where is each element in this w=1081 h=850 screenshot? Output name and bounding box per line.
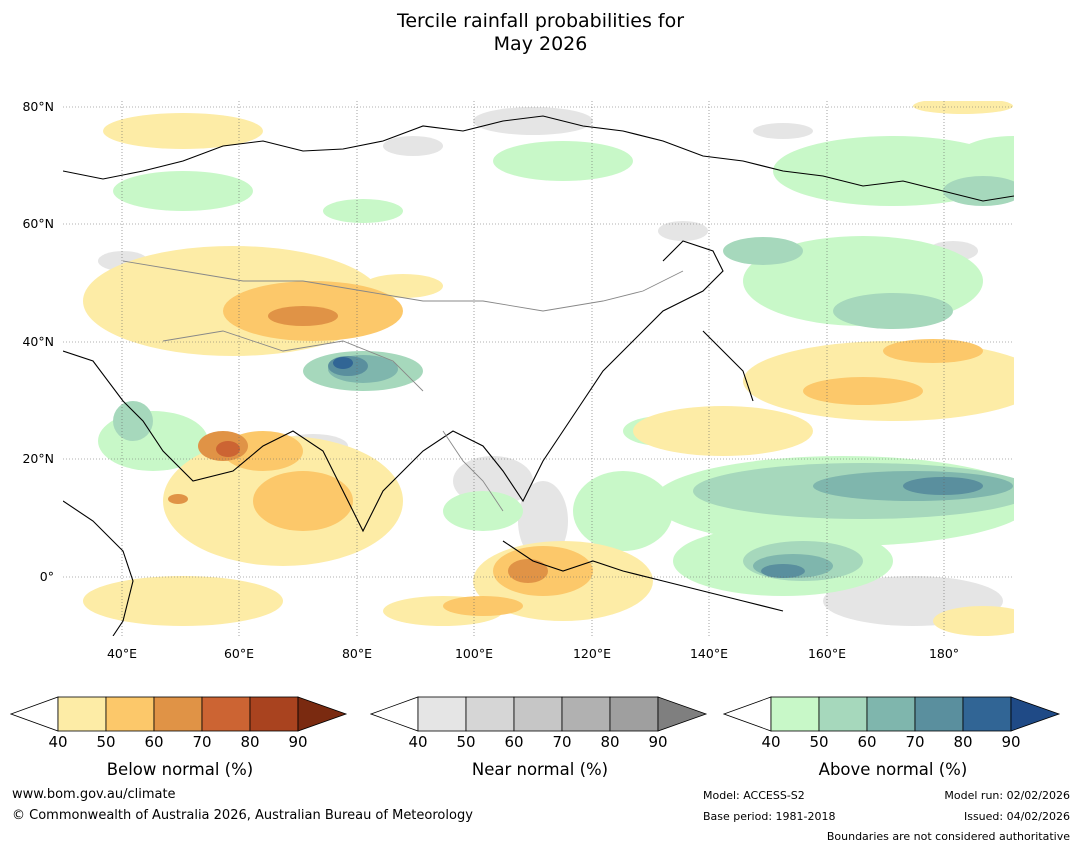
cb2-tick-80: 80 [953, 733, 973, 751]
lat-label-0: 0° [39, 569, 54, 584]
colorbar-extend-high [297, 696, 348, 732]
lon-label-180: 180° [928, 646, 960, 661]
colorbar-near-normal-title: Near normal (%) [471, 760, 609, 779]
cb0-tick-70: 70 [192, 733, 212, 751]
colorbar-segment [417, 696, 467, 732]
colorbar-segment [866, 696, 916, 732]
colorbar-below-normal-title: Below normal (%) [106, 760, 254, 779]
map-canvas [63, 101, 1014, 636]
graticule [63, 101, 1014, 636]
lon-label-160e: 160°E [807, 646, 846, 661]
cb2-tick-60: 60 [857, 733, 877, 751]
colorbar-segment [818, 696, 868, 732]
colorbar-segment [153, 696, 203, 732]
lon-label-80e: 80°E [341, 646, 373, 661]
colorbar-segment [609, 696, 659, 732]
colorbar-extend-low [370, 696, 419, 732]
footer-base-period: Base period: 1981-2018 [703, 810, 836, 823]
lat-label-80n: 80°N [22, 99, 54, 114]
lon-label-140e: 140°E [689, 646, 728, 661]
colorbar-segment [105, 696, 155, 732]
below-normal-80 [216, 441, 240, 457]
colorbar-above-normal [723, 696, 1061, 732]
cb2-tick-70: 70 [905, 733, 925, 751]
footer-model-run: Model run: 02/02/2026 [944, 789, 1070, 802]
probability-map [63, 101, 1014, 636]
colorbar-extend-high [1010, 696, 1061, 732]
colorbar-above-normal-title: Above normal (%) [818, 760, 968, 779]
colorbar-segment [249, 696, 299, 732]
cb0-tick-60: 60 [144, 733, 164, 751]
colorbar-segment [57, 696, 107, 732]
colorbar-segment [962, 696, 1012, 732]
colorbar-near-normal [370, 696, 708, 732]
colorbar-segment [561, 696, 611, 732]
map-title: Tercile rainfall probabilities for [396, 10, 685, 32]
cb0-tick-80: 80 [240, 733, 260, 751]
country-borders [122, 260, 684, 512]
lat-label-60n: 60°N [22, 216, 54, 231]
above-normal-90 [333, 357, 353, 369]
cb0-tick-50: 50 [96, 733, 116, 751]
colorbar-extend-low [723, 696, 772, 732]
footer-url[interactable]: www.bom.gov.au/climate [12, 787, 176, 802]
cb2-tick-40: 40 [761, 733, 781, 751]
lon-label-40e: 40°E [106, 646, 138, 661]
lon-label-120e: 120°E [572, 646, 611, 661]
colorbar-segment [770, 696, 820, 732]
cb2-tick-50: 50 [809, 733, 829, 751]
colorbar-below-normal [10, 696, 348, 732]
cb1-tick-80: 80 [600, 733, 620, 751]
coastlines [63, 115, 1014, 636]
cb2-tick-90: 90 [1001, 733, 1021, 751]
colorbar-extend-low [10, 696, 59, 732]
cb0-tick-90: 90 [288, 733, 308, 751]
cb1-tick-40: 40 [408, 733, 428, 751]
colorbar-segment [513, 696, 563, 732]
lon-label-100e: 100°E [454, 646, 493, 661]
lat-label-40n: 40°N [22, 334, 54, 349]
map-subtitle: May 2026 [493, 33, 588, 55]
lat-label-20n: 20°N [22, 451, 54, 466]
colorbar-extend-high [657, 696, 708, 732]
footer-model: Model: ACCESS-S2 [703, 789, 805, 802]
colorbar-segment [465, 696, 515, 732]
footer-issued: Issued: 04/02/2026 [963, 810, 1070, 823]
cb0-tick-40: 40 [48, 733, 68, 751]
colorbar-segment [914, 696, 964, 732]
cb1-tick-50: 50 [456, 733, 476, 751]
colorbar-segment [201, 696, 251, 732]
cb1-tick-90: 90 [648, 733, 668, 751]
lon-label-60e: 60°E [223, 646, 255, 661]
cb1-tick-60: 60 [504, 733, 524, 751]
cb1-tick-70: 70 [552, 733, 572, 751]
footer-copyright: © Commonwealth of Australia 2026, Austra… [12, 808, 473, 823]
footer-disclaimer: Boundaries are not considered authoritat… [826, 830, 1070, 843]
